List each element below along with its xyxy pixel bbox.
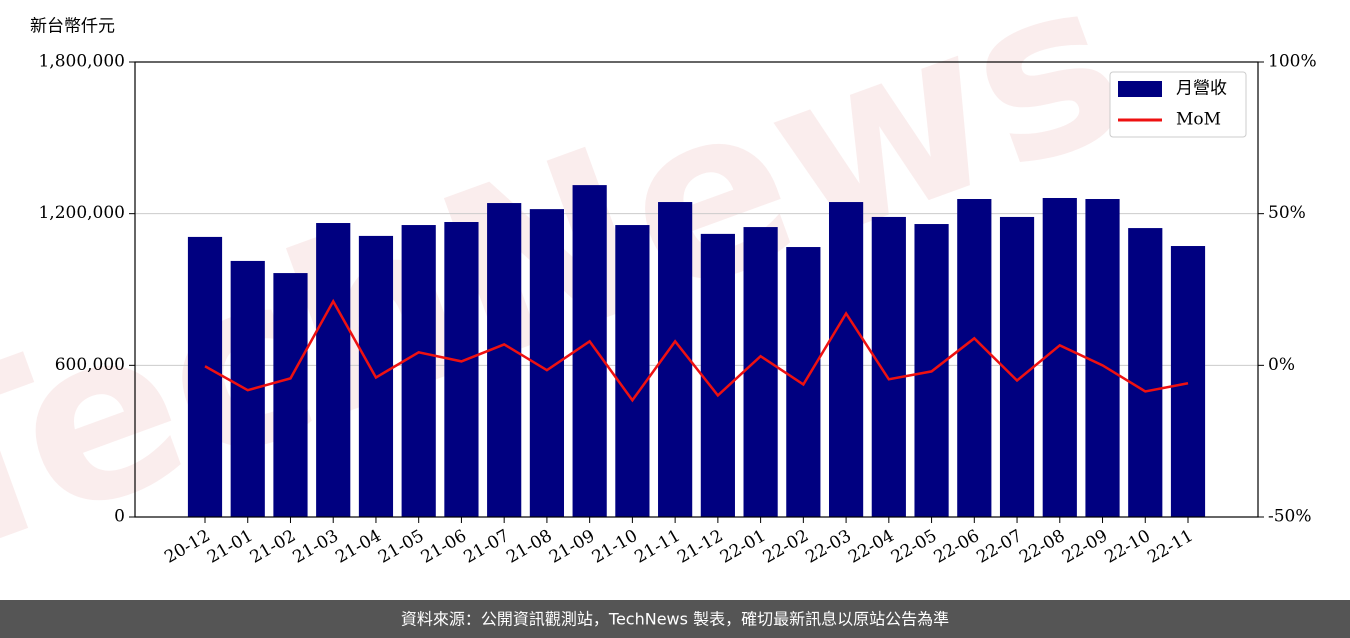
plot-frame <box>134 61 1259 518</box>
y-tick-label: 1,200,000 <box>38 203 125 223</box>
bar <box>1085 199 1120 517</box>
bar <box>1042 197 1077 517</box>
bar <box>1128 228 1163 517</box>
y2-tick-label: 0% <box>1268 355 1295 375</box>
bar <box>743 227 778 517</box>
legend-swatch <box>1118 81 1162 97</box>
bar <box>786 247 821 518</box>
bar <box>401 225 436 517</box>
y-tick-label: 0 <box>114 507 125 527</box>
bar <box>273 273 308 517</box>
bar <box>1170 246 1206 517</box>
bar <box>828 202 864 518</box>
bar <box>572 185 607 517</box>
y2-tick-label: 100% <box>1268 52 1317 72</box>
bar <box>316 223 351 517</box>
bar <box>957 199 992 517</box>
bar <box>487 203 522 518</box>
footer: 資料來源：公開資訊觀測站，TechNews 製表，確切最新訊息以原站公告為準 <box>401 610 949 629</box>
mom-line <box>204 298 1189 403</box>
y-tick-label: 1,800,000 <box>38 52 125 72</box>
bar <box>658 202 693 518</box>
legend-label: MoM <box>1176 110 1221 130</box>
legend-label: 月營收 <box>1176 79 1227 99</box>
bar <box>187 236 223 517</box>
bar <box>444 222 479 517</box>
bar <box>615 225 650 517</box>
y2-tick-label: -50% <box>1268 507 1312 527</box>
y2-tick-label: 50% <box>1268 203 1306 223</box>
y-tick-label: 600,000 <box>55 355 125 375</box>
bar <box>700 233 735 517</box>
footer-bar <box>0 600 1350 638</box>
bar <box>999 216 1035 518</box>
bar <box>871 216 906 518</box>
y-axis-title: 新台幣仟元 <box>30 17 115 37</box>
